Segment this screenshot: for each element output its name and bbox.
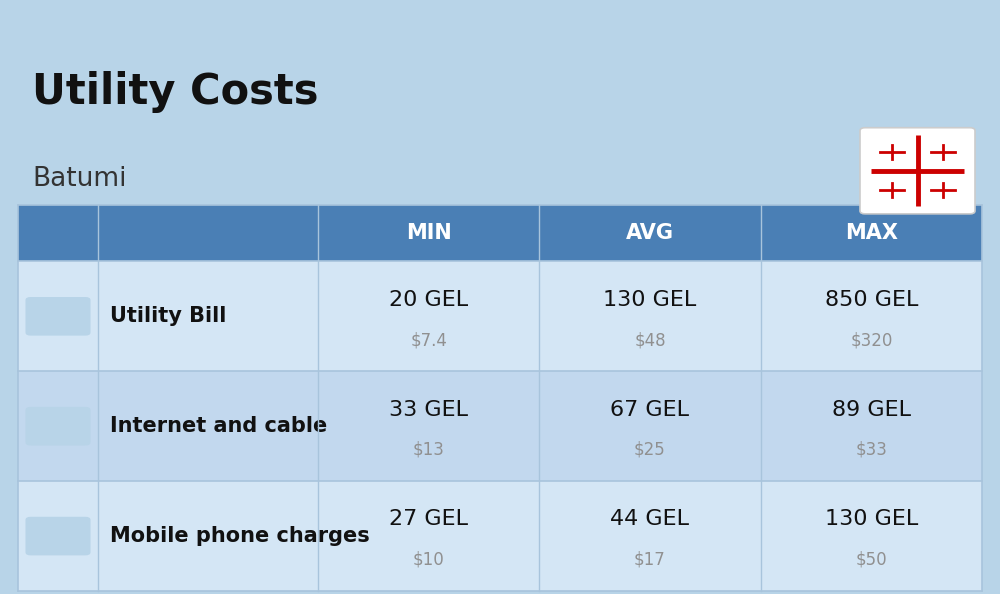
Text: 20 GEL: 20 GEL	[389, 290, 468, 309]
Text: $25: $25	[634, 441, 666, 459]
FancyBboxPatch shape	[18, 481, 982, 591]
FancyBboxPatch shape	[18, 371, 982, 481]
Text: Batumi: Batumi	[32, 166, 126, 192]
FancyBboxPatch shape	[18, 205, 982, 261]
FancyBboxPatch shape	[26, 517, 90, 555]
Text: 89 GEL: 89 GEL	[832, 400, 911, 419]
Text: 130 GEL: 130 GEL	[603, 290, 697, 309]
Text: 33 GEL: 33 GEL	[389, 400, 468, 419]
Text: Utility Costs: Utility Costs	[32, 71, 318, 113]
Text: AVG: AVG	[626, 223, 674, 243]
Text: MAX: MAX	[845, 223, 898, 243]
FancyBboxPatch shape	[860, 128, 975, 214]
FancyBboxPatch shape	[26, 407, 90, 446]
Text: 27 GEL: 27 GEL	[389, 510, 468, 529]
Text: 130 GEL: 130 GEL	[825, 510, 918, 529]
Text: 44 GEL: 44 GEL	[610, 510, 689, 529]
Text: $10: $10	[413, 551, 445, 569]
Text: $17: $17	[634, 551, 666, 569]
Text: $320: $320	[850, 331, 893, 349]
Text: $48: $48	[634, 331, 666, 349]
Text: Mobile phone charges: Mobile phone charges	[110, 526, 370, 546]
Text: 850 GEL: 850 GEL	[825, 290, 918, 309]
FancyBboxPatch shape	[26, 297, 90, 336]
Text: Utility Bill: Utility Bill	[110, 307, 226, 326]
Text: 67 GEL: 67 GEL	[610, 400, 689, 419]
Text: $33: $33	[855, 441, 887, 459]
Text: Internet and cable: Internet and cable	[110, 416, 327, 436]
Text: $13: $13	[413, 441, 445, 459]
Text: MIN: MIN	[406, 223, 452, 243]
Text: $50: $50	[856, 551, 887, 569]
FancyBboxPatch shape	[18, 261, 982, 371]
Text: $7.4: $7.4	[410, 331, 447, 349]
